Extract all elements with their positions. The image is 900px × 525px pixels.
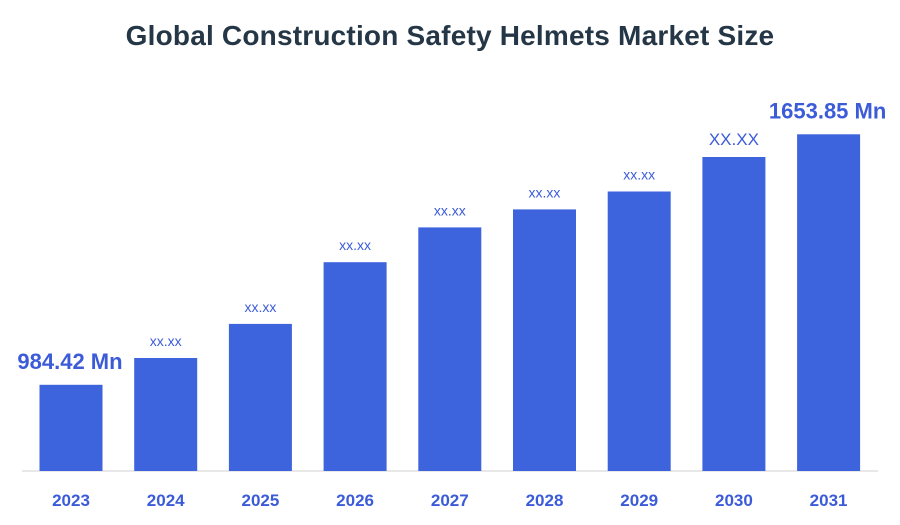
x-tick-2030: 2030 (715, 491, 753, 510)
bar-2031 (797, 134, 861, 472)
bar-2026 (323, 262, 387, 471)
data-label-2024: xx.xx (150, 333, 182, 349)
data-label-2023: 984.42 Mn (17, 349, 122, 374)
x-tick-2026: 2026 (336, 491, 374, 510)
x-tick-2025: 2025 (241, 491, 279, 510)
x-tick-2031: 2031 (810, 491, 848, 510)
chart-title: Global Construction Safety Helmets Marke… (125, 20, 775, 51)
data-label-2027: xx.xx (434, 202, 466, 218)
x-tick-2029: 2029 (620, 491, 658, 510)
data-label-2026: xx.xx (339, 237, 371, 253)
data-label-2025: xx.xx (244, 299, 276, 315)
x-tick-2027: 2027 (431, 491, 469, 510)
bar-2024 (134, 358, 198, 471)
bar-2030 (702, 157, 766, 471)
x-tick-2028: 2028 (526, 491, 564, 510)
data-label-2029: xx.xx (623, 167, 655, 183)
bar-2029 (607, 191, 671, 471)
x-tick-2023: 2023 (52, 491, 90, 510)
data-label-2030: XX.XX (709, 130, 759, 149)
bar-2023 (39, 384, 103, 471)
bar-2025 (228, 323, 292, 471)
x-tick-2024: 2024 (147, 491, 185, 510)
data-label-2031: 1653.85 Mn (769, 98, 886, 123)
bar-2027 (418, 227, 482, 471)
bar-2028 (513, 209, 576, 471)
data-label-2028: xx.xx (529, 184, 561, 200)
